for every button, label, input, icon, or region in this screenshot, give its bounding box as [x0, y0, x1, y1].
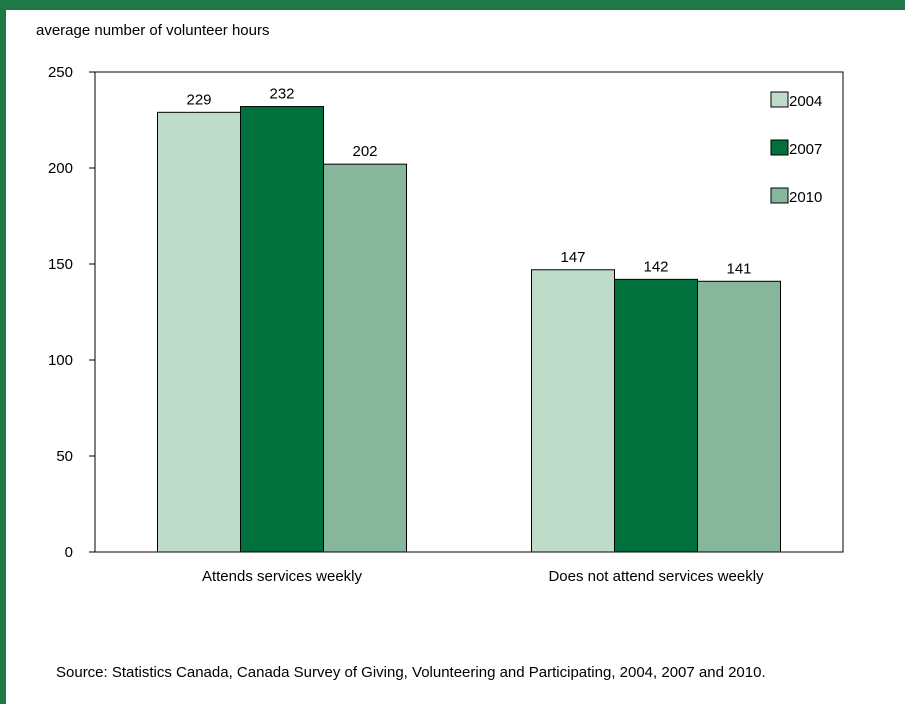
- y-tick-label: 100: [48, 352, 73, 369]
- bar-value-label: 229: [186, 91, 211, 108]
- y-tick-label: 250: [48, 64, 73, 81]
- y-tick-labels: 0 50 100 150 200 250: [48, 64, 95, 561]
- bar-2007: [614, 278, 698, 553]
- bar-value-label: 141: [726, 260, 751, 277]
- y-tick-label: 200: [48, 160, 73, 177]
- legend-label: 2004: [789, 93, 822, 110]
- left-frame-bar: [0, 0, 6, 704]
- legend-swatch-2007: [770, 139, 789, 156]
- bar-2010: [697, 280, 781, 553]
- bar-2004: [157, 111, 241, 553]
- legend-swatch-2004: [770, 91, 789, 108]
- y-axis-title: average number of volunteer hours: [36, 22, 270, 39]
- top-frame-bar: [0, 0, 905, 10]
- legend: 2004 2007 2010: [770, 91, 822, 206]
- plot-area-border: [94, 71, 844, 553]
- legend-label: 2010: [789, 189, 822, 206]
- bar-2007: [240, 106, 324, 553]
- y-tick-label: 150: [48, 256, 73, 273]
- bar-value-labels: 229 232 202 147 142 141: [186, 86, 751, 278]
- y-tick-label: 0: [65, 544, 73, 561]
- bar-2010: [323, 163, 407, 553]
- bar-value-label: 202: [352, 143, 377, 160]
- bar-value-label: 147: [560, 249, 585, 266]
- legend-label: 2007: [789, 141, 822, 158]
- bar-value-label: 142: [643, 258, 668, 275]
- bars: [157, 106, 781, 553]
- bar-2004: [531, 269, 615, 553]
- x-tick-labels: Attends services weekly Does not attend s…: [202, 568, 764, 585]
- x-tick-label: Does not attend services weekly: [548, 568, 764, 585]
- y-tick-label: 50: [56, 448, 73, 465]
- legend-swatch-2010: [770, 187, 789, 204]
- x-tick-label: Attends services weekly: [202, 568, 363, 585]
- source-note: Source: Statistics Canada, Canada Survey…: [56, 664, 766, 681]
- bar-value-label: 232: [269, 86, 294, 103]
